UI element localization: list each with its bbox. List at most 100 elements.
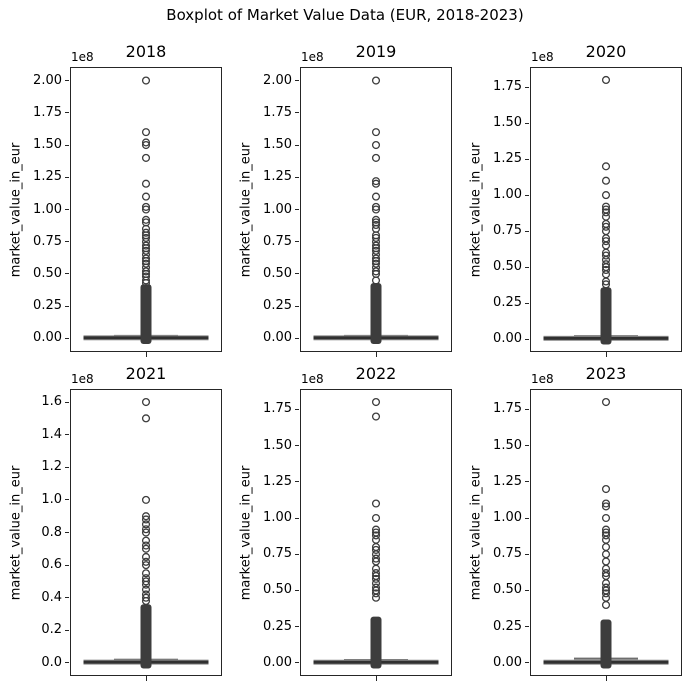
outlier-point	[141, 153, 151, 162]
y-tick-label: 0.0	[41, 654, 62, 670]
outlier-point	[141, 76, 151, 85]
outlier-point	[601, 525, 611, 534]
y-tick-label: 1.75	[493, 79, 522, 95]
y-tick-label: 0.00	[263, 330, 292, 346]
outlier-point	[601, 531, 611, 540]
y-offset-label: 1e8	[531, 50, 554, 64]
y-tick-mark	[295, 445, 299, 447]
outlier-point	[141, 228, 151, 237]
boxplot-canvas-2023	[543, 397, 669, 669]
outlier-point	[141, 276, 151, 285]
y-tick-mark	[65, 273, 69, 275]
y-tick-mark	[295, 209, 299, 210]
outlier-point	[141, 552, 151, 562]
outlier-point	[141, 525, 151, 534]
subplot-title: 2019	[355, 42, 397, 61]
outlier-point	[601, 535, 611, 544]
outlier-point	[371, 179, 381, 188]
outlier-point	[371, 192, 381, 201]
subplot-title: 2023	[585, 364, 627, 383]
y-tick-label: 0.4	[41, 589, 62, 605]
y-tick-mark	[65, 80, 69, 82]
x-tick-mark	[146, 676, 147, 681]
outlier-point	[371, 220, 381, 230]
boxplot-canvas-2019	[313, 76, 439, 344]
outlier-point	[371, 246, 381, 255]
y-tick-label: 1.50	[493, 115, 522, 131]
boxplot-canvas-2018	[83, 76, 209, 344]
y-tick-mark	[295, 112, 299, 114]
outlier-point	[371, 545, 381, 554]
y-tick-mark	[295, 176, 299, 178]
y-tick-mark	[65, 401, 69, 403]
outlier-point	[141, 215, 151, 224]
outlier-point	[601, 270, 611, 279]
outlier-point	[371, 574, 381, 583]
y-tick-label: 2.00	[33, 72, 62, 88]
outlier-point	[601, 162, 611, 171]
subplot-title: 2018	[125, 42, 167, 61]
outlier-point	[601, 484, 611, 494]
y-tick-label: 1.25	[263, 169, 292, 185]
y-tick-label: 1.25	[263, 473, 292, 489]
outlier-point	[141, 241, 151, 250]
outlier-point	[371, 241, 381, 250]
outlier-point	[371, 215, 381, 224]
y-tick-mark	[525, 553, 529, 555]
y-tick-label: 0.50	[263, 582, 292, 598]
y-tick-label: 1.50	[263, 137, 292, 153]
dense-outlier-band	[370, 283, 382, 344]
y-tick-mark	[525, 517, 529, 519]
outlier-point	[141, 495, 151, 504]
outlier-point	[141, 233, 151, 242]
y-tick-mark	[65, 112, 69, 114]
outlier-point	[601, 251, 611, 260]
dense-outlier-band	[370, 616, 382, 669]
outlier-point	[371, 412, 381, 421]
outlier-point	[601, 237, 611, 246]
y-tick-label: 0.2	[41, 622, 62, 638]
outlier-point	[601, 280, 611, 289]
outlier-point	[141, 541, 151, 550]
y-tick-mark	[525, 481, 529, 483]
y-offset-label: 1e8	[301, 50, 324, 64]
y-tick-label: 0.50	[33, 265, 62, 281]
subplot-title: 2022	[355, 364, 397, 383]
outlier-point	[371, 554, 381, 563]
outlier-point	[371, 76, 381, 85]
y-tick-label: 0.25	[263, 298, 292, 314]
y-tick-mark	[65, 337, 69, 339]
y-tick-label: 0.00	[493, 654, 522, 670]
outlier-point	[601, 513, 611, 523]
outlier-point	[141, 179, 151, 188]
y-tick-label: 1.25	[33, 169, 62, 185]
outlier-point	[601, 569, 611, 578]
x-tick-mark	[606, 352, 607, 357]
y-tick-mark	[525, 338, 529, 340]
outlier-point	[141, 259, 151, 268]
y-tick-mark	[295, 144, 299, 146]
y-offset-label: 1e8	[71, 372, 94, 386]
y-tick-label: 1.2	[41, 459, 62, 475]
outlier-point	[141, 585, 151, 594]
outlier-point	[371, 128, 381, 137]
y-tick-label: 1.4	[41, 426, 62, 442]
outlier-point	[371, 276, 381, 285]
y-tick-label: 0.75	[263, 546, 292, 562]
y-tick-label: 0.25	[493, 618, 522, 634]
outlier-point	[601, 222, 611, 231]
y-tick-mark	[295, 273, 299, 275]
outlier-point	[141, 128, 151, 137]
y-tick-label: 1.50	[33, 137, 62, 153]
outlier-point	[601, 227, 611, 236]
y-tick-label: 0.00	[263, 654, 292, 670]
subplot-title: 2020	[585, 42, 627, 61]
y-tick-mark	[65, 176, 69, 178]
y-tick-mark	[65, 564, 69, 566]
outlier-point	[371, 233, 381, 242]
outlier-point	[371, 205, 381, 214]
y-tick-label: 0.25	[263, 618, 292, 634]
outlier-point	[371, 593, 381, 602]
y-offset-label: 1e8	[71, 50, 94, 64]
outlier-point	[601, 593, 611, 602]
